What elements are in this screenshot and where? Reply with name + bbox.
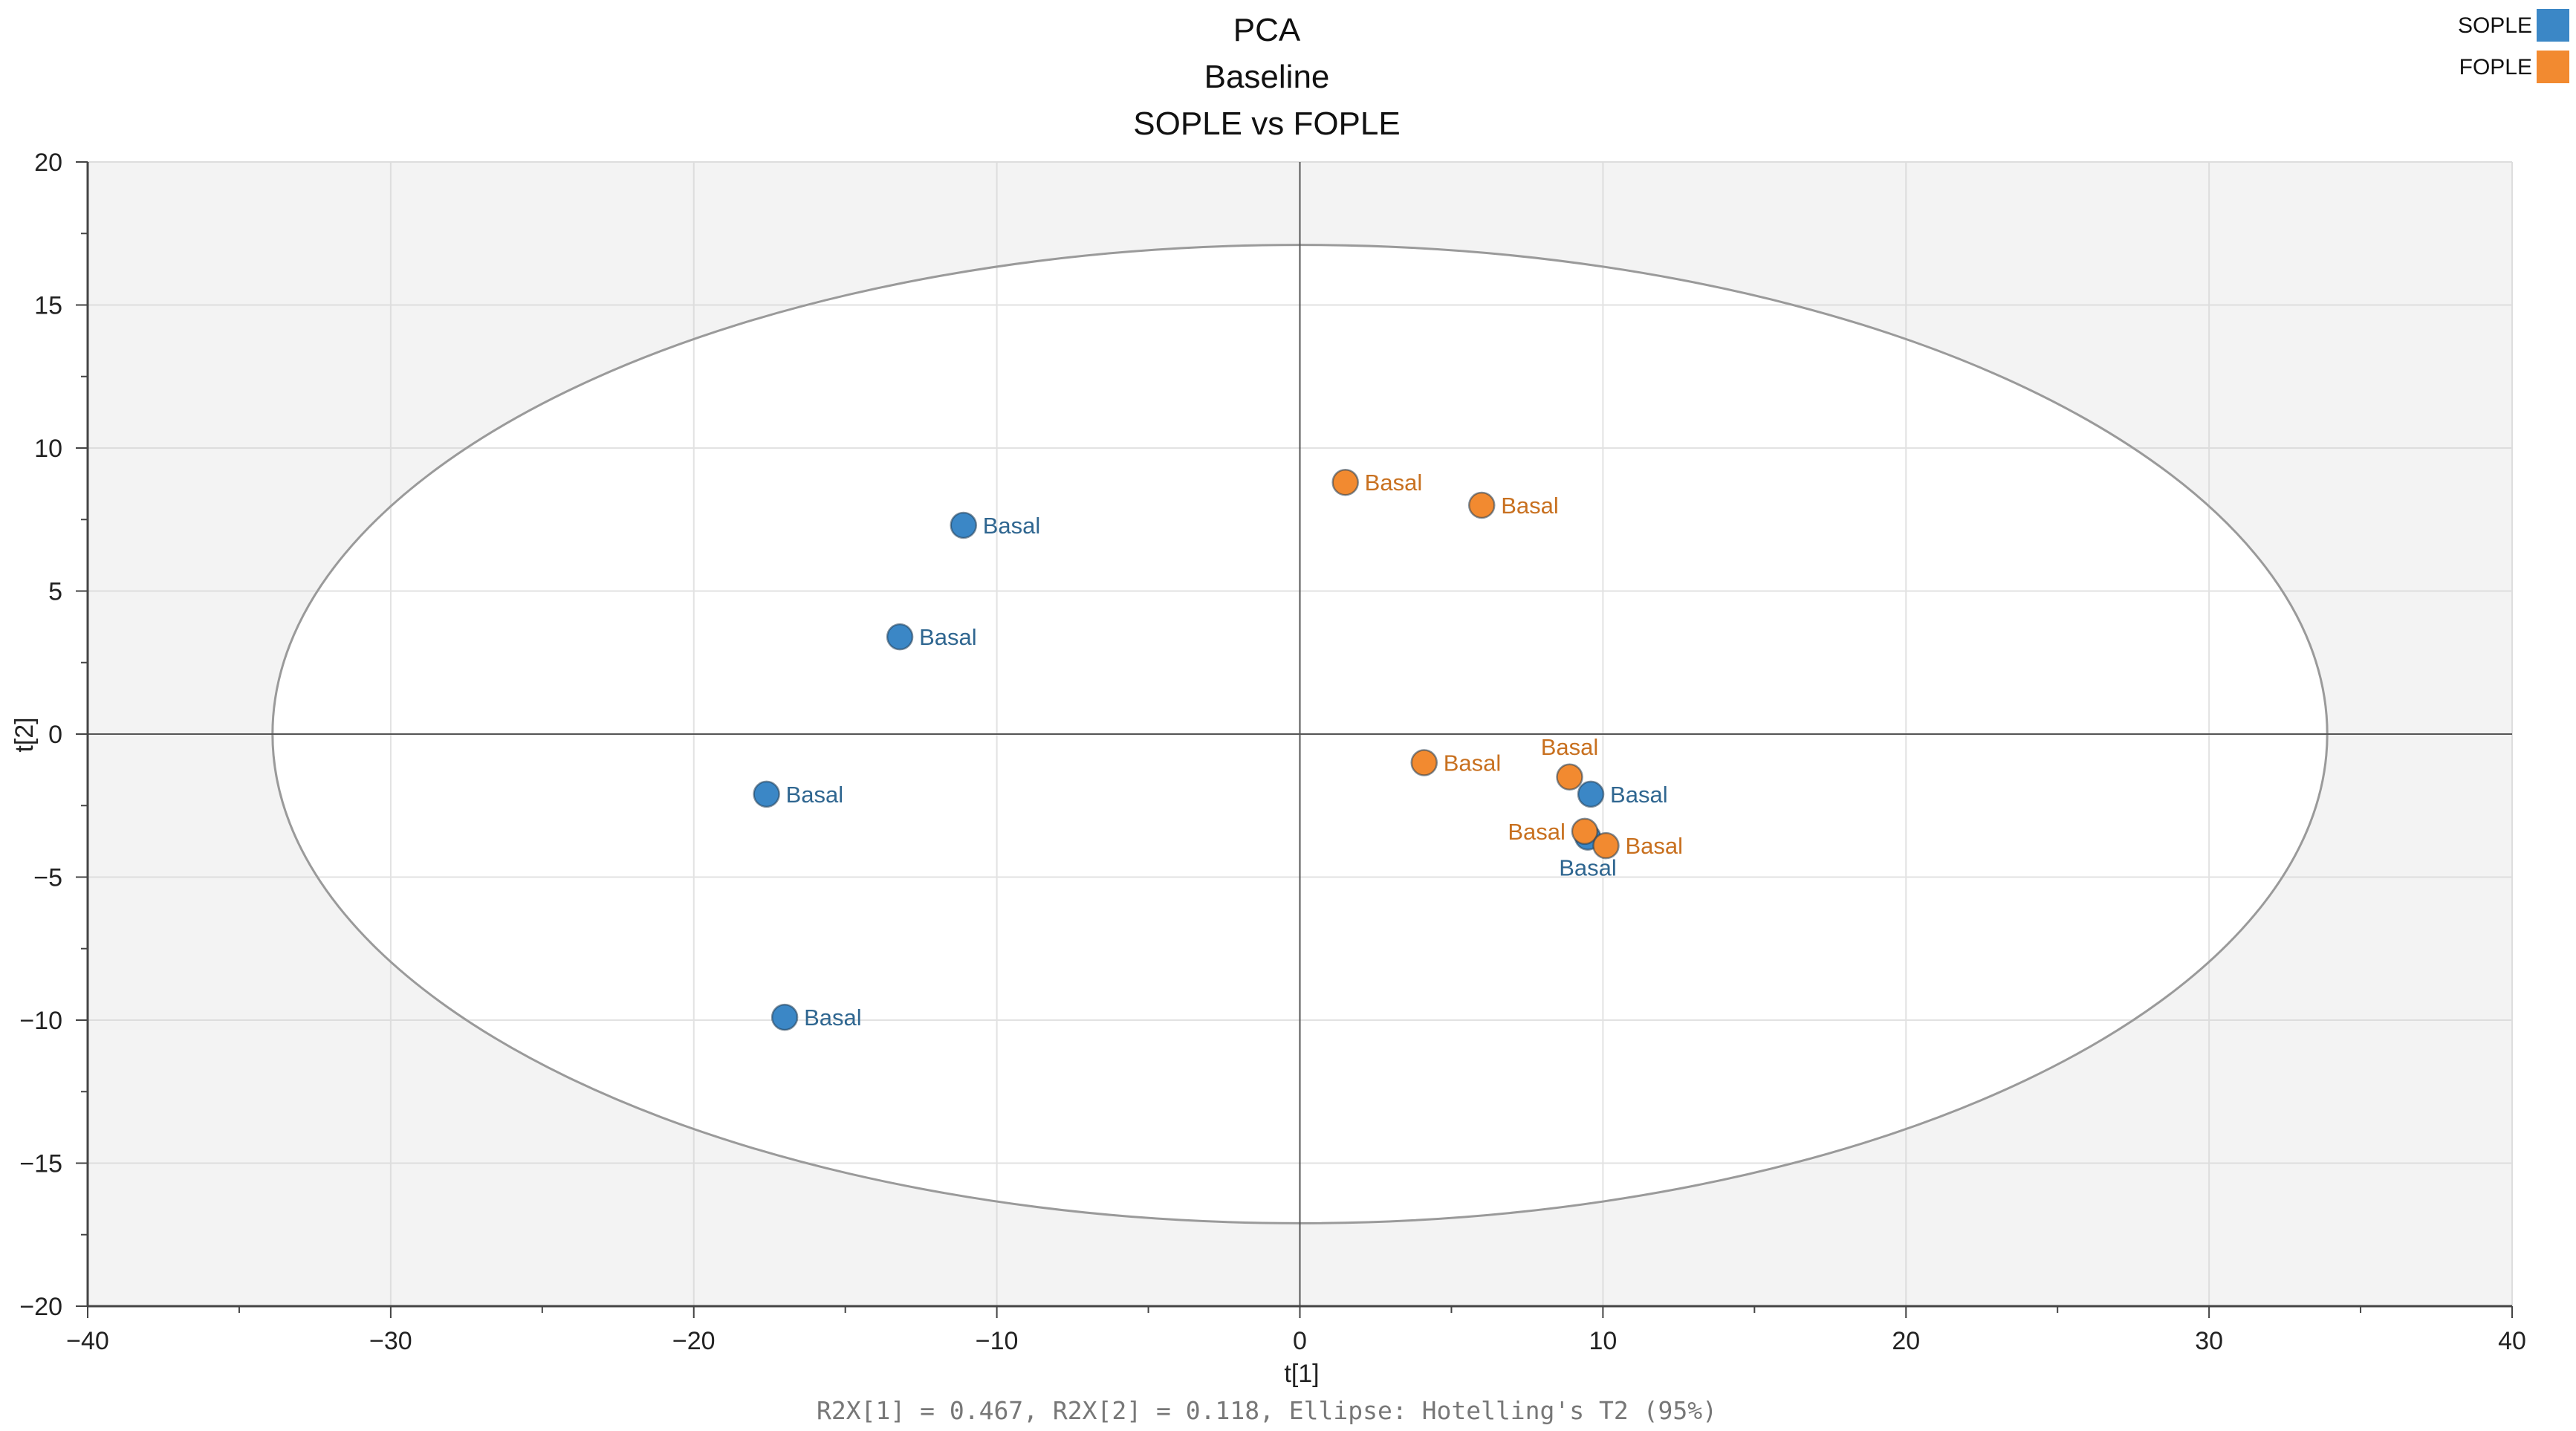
y-tick-label: 15: [34, 292, 62, 320]
point-label-fople: Basal: [1508, 819, 1566, 845]
data-point-sople: [770, 1003, 799, 1031]
data-point-fople: [1410, 749, 1438, 776]
point-label-sople: Basal: [804, 1005, 862, 1031]
x-tick-label: −40: [66, 1327, 109, 1355]
point-label-fople: Basal: [1541, 734, 1599, 760]
y-tick-label: −20: [19, 1293, 62, 1321]
y-axis-label: t[2]: [10, 717, 39, 752]
data-point-fople: [1592, 831, 1620, 860]
axes: [76, 161, 2513, 1318]
y-tick-label: −15: [19, 1150, 62, 1178]
zero-axis-lines: [88, 162, 2512, 1306]
legend-swatch-sople: [2537, 9, 2569, 42]
point-label-sople: Basal: [1559, 855, 1617, 881]
point-label-sople: Basal: [1610, 782, 1668, 808]
chart-title-line-1: PCA: [1233, 12, 1301, 48]
y-tick-label: 0: [48, 721, 62, 749]
data-point-fople: [1556, 763, 1583, 791]
point-label-sople: Basal: [983, 513, 1041, 539]
point-label-fople: Basal: [1501, 493, 1559, 519]
x-tick-label: 30: [2195, 1327, 2223, 1355]
y-tick-label: −5: [33, 864, 62, 892]
x-tick-label: 10: [1589, 1327, 1617, 1355]
y-tick-label: 20: [34, 149, 62, 177]
data-point-sople: [753, 780, 780, 808]
x-tick-label: −30: [369, 1327, 412, 1355]
x-tick-label: −10: [976, 1327, 1019, 1355]
legend-swatch-fople: [2537, 51, 2569, 83]
data-point-sople: [1577, 780, 1605, 808]
data-points: [753, 468, 1620, 1031]
x-axis-label: t[1]: [1284, 1360, 1319, 1388]
data-point-sople: [886, 623, 914, 651]
point-label-fople: Basal: [1365, 470, 1423, 496]
x-tick-label: 20: [1892, 1327, 1920, 1355]
point-labels: Basal Basal Basal Basal Basal Basal Basal Basal…: [786, 470, 1683, 1031]
data-point-fople: [1331, 468, 1359, 496]
legend: SOPLE FOPLE: [2458, 9, 2569, 83]
legend-label-fople: FOPLE: [2459, 55, 2532, 80]
chart-title-line-3: SOPLE vs FOPLE: [1133, 106, 1400, 142]
data-point-fople: [1467, 491, 1496, 519]
chart-title-line-2: Baseline: [1204, 59, 1330, 95]
tick-labels: −40 −30 −20 −10 0 10 20 30 40 −20 −15 −10 −5 0 5 10 15 20: [19, 149, 2526, 1355]
point-label-sople: Basal: [919, 624, 977, 650]
legend-label-sople: SOPLE: [2458, 13, 2532, 38]
footnote: R2X[1] = 0.467, R2X[2] = 0.118, Ellipse:…: [817, 1396, 1717, 1425]
x-tick-label: 0: [1293, 1327, 1307, 1355]
point-label-fople: Basal: [1444, 750, 1502, 776]
x-tick-label: 40: [2498, 1327, 2526, 1355]
y-tick-label: 5: [48, 578, 62, 606]
y-tick-label: −10: [19, 1007, 62, 1035]
y-tick-label: 10: [34, 435, 62, 463]
x-tick-label: −20: [672, 1327, 716, 1355]
point-label-fople: Basal: [1625, 833, 1683, 859]
data-point-sople: [950, 511, 978, 539]
point-label-sople: Basal: [786, 782, 844, 808]
data-point-fople: [1571, 817, 1599, 846]
